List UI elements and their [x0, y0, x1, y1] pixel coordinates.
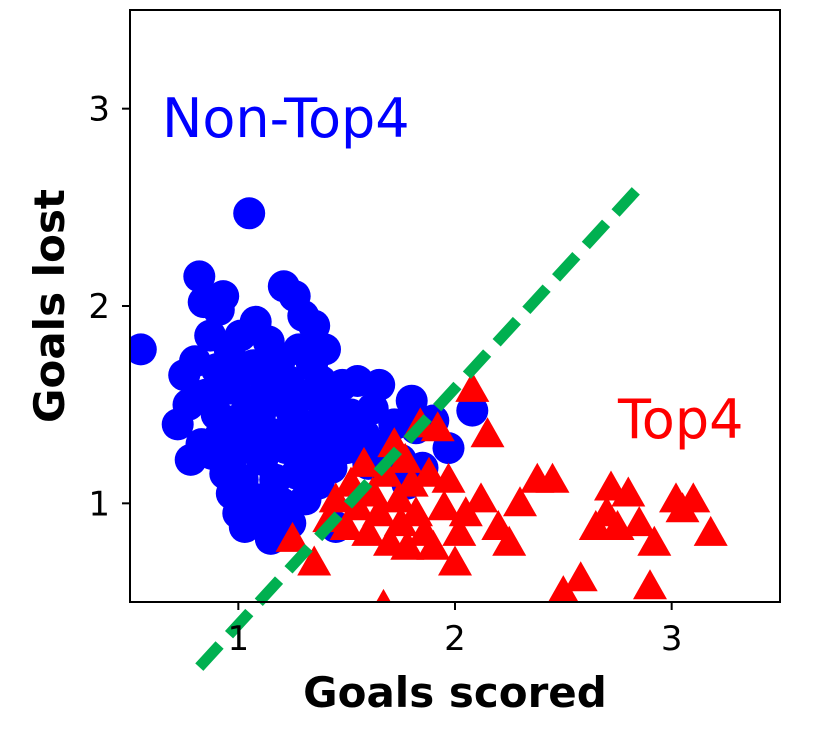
top4-point — [275, 521, 310, 552]
x-tick-label: 3 — [661, 619, 683, 659]
top4-point — [442, 515, 477, 546]
top4-point — [470, 417, 505, 448]
non-top4-point — [183, 260, 216, 293]
top4-point — [676, 482, 711, 513]
y-axis-label: Goals lost — [25, 189, 74, 423]
top4-point — [390, 529, 425, 560]
top4-point — [312, 502, 347, 533]
top4-point — [438, 545, 472, 576]
non-top4-point — [130, 333, 157, 366]
top4-point — [611, 476, 646, 507]
non-top4-point — [456, 394, 489, 427]
top4-point — [455, 371, 490, 402]
axis-layer: 1 2 3 1 2 3 — [88, 90, 682, 659]
top4-point — [420, 411, 455, 442]
non-top4-point — [274, 507, 307, 540]
top4-point — [383, 506, 418, 537]
top4-point — [427, 490, 462, 521]
annotation-non-top4: Non-Top4 — [162, 87, 410, 150]
top4-point — [347, 446, 381, 477]
non-top4-point — [207, 280, 240, 313]
top4-point — [297, 545, 332, 576]
boundary-layer — [195, 185, 642, 671]
top4-point — [492, 525, 527, 556]
top4-point — [381, 482, 416, 513]
x-tick-label: 2 — [444, 619, 466, 659]
decision-boundary-line — [195, 185, 642, 671]
top4-point — [412, 456, 446, 487]
top4-point — [464, 482, 498, 513]
top4-point — [376, 588, 391, 602]
top4-point — [329, 510, 364, 540]
top4-point — [622, 506, 657, 537]
top4-point — [351, 515, 386, 546]
non-top4-point — [233, 197, 266, 230]
y-tick-label: 3 — [88, 90, 110, 130]
top4-point — [563, 561, 598, 592]
top4-point — [535, 462, 570, 493]
y-tick-label: 1 — [88, 484, 110, 524]
annotation-top4: Top4 — [617, 388, 743, 451]
top4-point — [416, 529, 451, 560]
non-top4-point — [363, 368, 396, 401]
top4-point — [637, 525, 672, 556]
top4-point — [633, 569, 667, 600]
top4-point — [431, 462, 466, 493]
x-tick-label: 1 — [228, 619, 250, 659]
top4-point — [394, 466, 429, 497]
y-tick-label: 2 — [88, 287, 110, 327]
top4-point — [548, 575, 579, 602]
top4-point — [362, 496, 397, 527]
top4-point — [693, 515, 728, 546]
top4-point — [503, 486, 537, 517]
top4-point — [355, 476, 390, 507]
top4-point — [388, 442, 423, 473]
x-axis-label: Goals scored — [303, 668, 607, 717]
top4-point — [318, 482, 353, 513]
non-top4-point — [309, 333, 341, 366]
